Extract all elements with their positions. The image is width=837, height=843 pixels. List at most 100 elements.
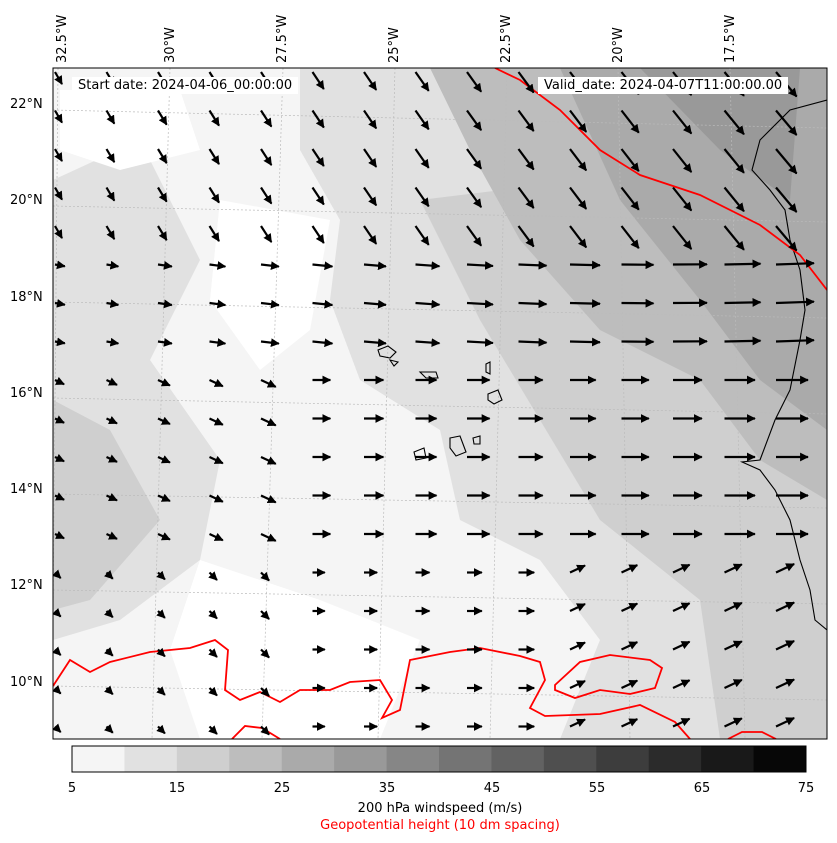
colorbar-swatch	[439, 746, 492, 772]
wind-arrow	[260, 571, 270, 582]
wind-arrow	[569, 641, 586, 651]
wind-arrow	[157, 186, 168, 203]
wind-arrow	[104, 685, 114, 696]
wind-arrow	[621, 641, 639, 651]
wind-arrow	[569, 148, 588, 172]
colorbar-label: 200 hPa windspeed (m/s)	[357, 801, 523, 816]
wind-arrow	[723, 148, 745, 174]
wind-arrow	[54, 376, 65, 386]
wind-arrow	[106, 299, 120, 308]
wind-arrow	[569, 186, 588, 210]
wind-arrow	[209, 261, 227, 270]
wind-arrow	[363, 186, 378, 207]
wind-arrow	[363, 261, 387, 271]
colorbar-swatch	[543, 746, 597, 772]
wind-arrow	[414, 109, 430, 131]
wind-arrow	[105, 148, 116, 163]
wind-arrow	[517, 225, 535, 248]
wind-arrow	[54, 492, 65, 501]
wind-arrow	[672, 148, 693, 173]
wind-arrow	[53, 646, 62, 656]
colorbar-swatch	[334, 746, 388, 772]
wind-arrow	[53, 684, 62, 695]
wind-arrow	[260, 225, 273, 243]
graticule	[53, 68, 827, 739]
wind-arrow	[620, 186, 640, 211]
wind-shade-white-1	[210, 200, 330, 370]
wind-arrow	[209, 299, 227, 309]
colorbar-sublabel: Geopotential height (10 dm spacing)	[320, 818, 560, 833]
contour-south-west	[53, 638, 691, 739]
wind-arrow	[517, 71, 535, 94]
lon-label-17-5w: 17.5°W	[723, 14, 738, 63]
wind-arrow	[724, 563, 743, 574]
wind-arrow	[209, 417, 224, 426]
wind-arrow	[569, 602, 586, 612]
wind-arrow	[54, 71, 63, 85]
wind-arrow	[363, 299, 387, 309]
wind-arrow	[157, 109, 168, 126]
wind-arrow	[414, 225, 430, 246]
wind-arrow	[157, 493, 171, 503]
wind-arrow	[775, 678, 795, 689]
wind-arrow	[620, 109, 640, 134]
wind-arrow	[104, 570, 114, 580]
wind-arrow	[724, 298, 762, 307]
wind-arrow	[260, 648, 270, 659]
start-date-label: Start date: 2024-04-06_00:00:00	[72, 77, 299, 94]
wind-arrow	[105, 225, 116, 240]
wind-arrow	[517, 148, 535, 171]
wind-arrow	[157, 261, 173, 270]
colorbar-swatch	[648, 746, 702, 772]
wind-arrow	[260, 725, 270, 736]
colorbar-tick-15: 15	[168, 781, 186, 796]
wind-arrow	[104, 608, 114, 619]
wind-arrow	[312, 338, 334, 348]
wind-arrow	[208, 686, 218, 697]
wind-arrow	[106, 493, 118, 502]
wind-arrow	[260, 186, 273, 205]
wind-arrow	[723, 186, 745, 212]
wind-arrow	[466, 299, 494, 309]
wind-arrow	[569, 109, 588, 133]
wind-arrow	[311, 71, 325, 90]
lat-label-20n: 20°N	[10, 193, 43, 208]
wind-arrow	[54, 109, 63, 124]
wind-arrow	[415, 299, 441, 309]
wind-arrow	[260, 338, 280, 348]
lat-label-18n: 18°N	[10, 290, 43, 305]
wind-arrow	[724, 336, 762, 346]
wind-arrow	[466, 109, 483, 131]
wind-vector-field	[53, 71, 815, 736]
wind-arrow	[208, 571, 218, 581]
lon-label-25w: 25°W	[387, 27, 402, 63]
wind-arrow	[311, 148, 325, 167]
wind-arrow	[260, 494, 277, 504]
wind-arrow	[105, 109, 116, 125]
wind-arrow	[569, 564, 586, 574]
wind-arrow	[157, 532, 171, 541]
colorbar-swatch	[281, 746, 335, 772]
wind-arrow	[54, 186, 63, 201]
wind-arrow	[311, 109, 325, 129]
africa-coastline	[739, 99, 827, 631]
wind-arrow	[260, 261, 280, 271]
lat-label-22n: 22°N	[10, 97, 43, 112]
wind-arrow	[621, 602, 639, 612]
wind-arrow	[106, 377, 118, 386]
wind-arrow	[260, 148, 273, 166]
wind-arrow	[156, 647, 166, 658]
wind-arrow	[775, 717, 795, 728]
wind-arrow	[775, 109, 798, 136]
wind-arrow	[621, 718, 639, 728]
wind-arrow	[53, 569, 62, 579]
wind-arrow	[569, 299, 601, 308]
wind-arrow	[106, 454, 118, 463]
wind-arrow	[363, 109, 378, 130]
wind-arrow	[518, 260, 548, 270]
colorbar-tick-45: 45	[483, 781, 501, 796]
wind-arrow	[104, 724, 114, 734]
wind-arrow	[724, 259, 762, 269]
map-frame	[52, 67, 828, 740]
